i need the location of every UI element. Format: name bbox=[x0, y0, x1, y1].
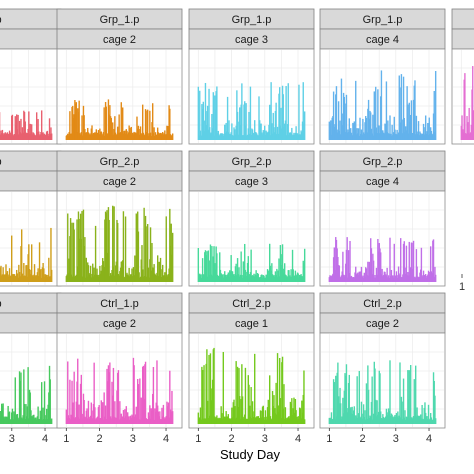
facet-cage-label: cage 3 bbox=[235, 176, 268, 188]
facet-group-label: Ctrl_2.p bbox=[363, 298, 402, 310]
x-tick-label: 1 bbox=[195, 433, 201, 445]
x-tick-label: 4 bbox=[426, 433, 432, 445]
facet-panel: 1 bbox=[459, 274, 465, 293]
x-tick-label: 4 bbox=[163, 433, 169, 445]
facet-group-label: Grp_2.p bbox=[232, 156, 272, 168]
facet-cage-label: cage 4 bbox=[366, 34, 399, 46]
facet-group-label: p bbox=[0, 298, 2, 310]
x-tick-label: 3 bbox=[130, 433, 136, 445]
facet-group-label: Ctrl_2.p bbox=[232, 298, 271, 310]
x-tick-label: 2 bbox=[359, 433, 365, 445]
facet-group-label: Ctrl_1.p bbox=[100, 298, 139, 310]
facet-panel bbox=[451, 8, 474, 145]
facet-group-label: Grp_1.p bbox=[363, 14, 403, 26]
facet-group-label: Grp_2.p bbox=[100, 156, 140, 168]
x-tick-label: 2 bbox=[96, 433, 102, 445]
facet-cage-label: cage 2 bbox=[103, 34, 136, 46]
facet-strip-group bbox=[0, 8, 62, 30]
facet-group-label: Grp_2.p bbox=[363, 156, 403, 168]
facet-cage-label: cage 2 bbox=[366, 318, 399, 330]
x-tick-label: 3 bbox=[9, 433, 15, 445]
x-tick-label: 3 bbox=[393, 433, 399, 445]
facet-strip-group bbox=[0, 150, 62, 172]
facet-group-label: p bbox=[0, 156, 2, 168]
facet-group-label: Grp_1.p bbox=[232, 14, 272, 26]
x-tick-label: 3 bbox=[262, 433, 268, 445]
facet-cage-label: cage 2 bbox=[103, 176, 136, 188]
facet-panel: pl bbox=[0, 8, 62, 145]
x-tick-label: 1 bbox=[459, 281, 465, 293]
facet-cage-label: cage 2 bbox=[103, 318, 136, 330]
x-tick-label: 2 bbox=[228, 433, 234, 445]
x-tick-label: 4 bbox=[295, 433, 301, 445]
x-tick-label: 1 bbox=[326, 433, 332, 445]
x-tick-label: 4 bbox=[42, 433, 48, 445]
x-tick-label: 1 bbox=[63, 433, 69, 445]
facet-cage-label: cage 3 bbox=[235, 34, 268, 46]
x-axis-title: Study Day bbox=[220, 447, 280, 462]
facet-strip-cage bbox=[0, 28, 62, 50]
facet-cage-label: cage 4 bbox=[366, 176, 399, 188]
facet-panel: pl bbox=[0, 150, 62, 287]
facet-strip-group bbox=[451, 8, 474, 30]
facet-panel: pl34 bbox=[0, 292, 62, 445]
facet-group-label: Grp_1.p bbox=[100, 14, 140, 26]
facet-strip-group bbox=[0, 292, 62, 314]
facet-strip-cage bbox=[0, 170, 62, 192]
facet-cage-label: cage 1 bbox=[235, 318, 268, 330]
facet-strip-cage bbox=[0, 312, 62, 334]
facet-group-label: p bbox=[0, 14, 2, 26]
facet-strip-cage bbox=[451, 28, 474, 50]
